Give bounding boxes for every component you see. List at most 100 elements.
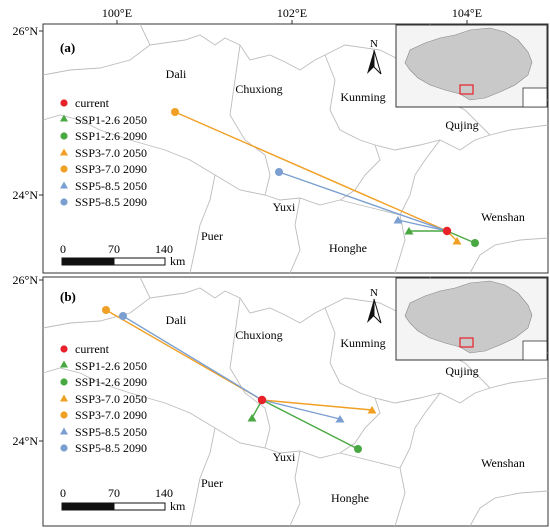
panel-a-ticks: [39, 20, 468, 196]
legend-b: current SSP1-2.6 2050 SSP1-2.6 2090 SSP3…: [60, 342, 147, 455]
scale-bar-b: 0 70 140 km: [60, 486, 186, 513]
legend-a-label-5: SSP5-8.5 2050: [75, 179, 147, 193]
legend-a-marker-2: [60, 132, 68, 140]
panel-b-ticks: [39, 279, 43, 442]
legend-b-marker-1: [60, 360, 68, 368]
legend-b-label-1: SSP1-2.6 2050: [75, 359, 147, 373]
region-label-chuxiong-a: Chuxiong: [235, 82, 282, 96]
svg-text:140: 140: [155, 486, 173, 500]
region-label-qujing-a: Qujing: [445, 118, 478, 132]
lon-label-104: 104°E: [452, 6, 482, 20]
legend-b-label-6: SSP5-8.5 2090: [75, 441, 147, 455]
point-b-ssp585-2050: [335, 415, 345, 423]
inset-map-a: [395, 24, 548, 108]
panel-b-shift-lines: [105, 309, 373, 450]
legend-b-marker-2: [60, 378, 68, 386]
point-b-ssp126-2050: [247, 414, 257, 422]
point-b-ssp126-2090: [354, 445, 362, 453]
lat-label-a-24: 24°N: [13, 188, 39, 202]
svg-text:N: N: [370, 287, 378, 299]
point-b-ssp370-2090: [102, 306, 110, 314]
north-arrow-icon-b: N: [367, 287, 382, 324]
panel-b-boundaries: [42, 276, 549, 527]
region-label-dali-a: Dali: [166, 67, 187, 81]
region-label-wenshan-b: Wenshan: [481, 456, 525, 470]
line-b-ssp585-2090: [122, 315, 263, 401]
legend-a-label-1: SSP1-2.6 2050: [75, 113, 147, 127]
panel-a-points: [171, 108, 479, 247]
north-arrow-icon-a: N: [367, 38, 382, 75]
panel-b-letter: (b): [60, 289, 76, 304]
legend-b-marker-5: [60, 427, 68, 435]
line-b-ssp126-2090: [261, 399, 359, 450]
line-a-ssp126-2090: [446, 230, 476, 244]
line-a-ssp585-2050: [397, 219, 448, 232]
point-a-ssp126-2050: [404, 227, 414, 235]
lat-label-a-26: 26°N: [13, 24, 39, 38]
legend-a-marker-6: [60, 198, 68, 206]
point-a-ssp585-2090: [275, 168, 283, 176]
legend-b-label-3: SSP3-7.0 2050: [75, 392, 147, 406]
region-label-dali-b: Dali: [166, 313, 187, 327]
panel-b: 26°N 24°N Dali Chuxiong Kunming Qujing: [13, 273, 549, 527]
legend-b-marker-0: [60, 345, 68, 353]
panel-a: 26°N 24°N Dali Chuxiong Kunming: [13, 20, 549, 274]
svg-text:70: 70: [108, 242, 120, 256]
svg-text:70: 70: [108, 486, 120, 500]
line-a-ssp370-2090: [174, 111, 448, 232]
lat-label-b-26: 26°N: [13, 273, 39, 287]
legend-b-marker-3: [60, 394, 68, 402]
legend-a-label-2: SSP1-2.6 2090: [75, 129, 147, 143]
scale-bar-a: 0 70 140 km: [60, 242, 186, 268]
legend-a-label-6: SSP5-8.5 2090: [75, 195, 147, 209]
point-b-ssp370-2050: [367, 406, 377, 414]
legend-b-label-5: SSP5-8.5 2050: [75, 425, 147, 439]
region-label-qujing-b: Qujing: [445, 364, 478, 378]
point-b-ssp585-2090: [119, 312, 127, 320]
panel-b-points: [102, 306, 377, 453]
point-a-ssp585-2050: [393, 216, 403, 224]
legend-a-marker-1: [60, 114, 68, 122]
panel-a-shift-lines: [174, 111, 476, 244]
svg-text:0: 0: [60, 486, 66, 500]
point-a-ssp370-2090: [171, 108, 179, 116]
legend-a-label-0: current: [75, 96, 110, 110]
legend-a-marker-4: [60, 165, 68, 173]
region-label-puer-b: Puer: [201, 476, 223, 490]
inset-map-b: [395, 277, 548, 361]
region-label-kunming-a: Kunming: [340, 90, 385, 104]
legend-b-marker-4: [60, 411, 68, 419]
legend-b-label-4: SSP3-7.0 2090: [75, 408, 147, 422]
point-a-ssp370-2050: [452, 237, 462, 245]
region-label-chuxiong-b: Chuxiong: [235, 328, 282, 342]
svg-text:140: 140: [155, 242, 173, 256]
lon-label-100: 100°E: [102, 6, 132, 20]
legend-a-marker-0: [60, 99, 68, 107]
lon-label-102: 102°E: [277, 6, 307, 20]
region-label-wenshan-a: Wenshan: [481, 210, 525, 224]
region-label-kunming-b: Kunming: [340, 336, 385, 350]
region-label-yuxi-a: Yuxi: [273, 200, 296, 214]
point-a-ssp126-2090: [471, 239, 479, 247]
panel-a-letter: (a): [60, 40, 75, 55]
region-label-yuxi-b: Yuxi: [273, 450, 296, 464]
legend-b-label-0: current: [75, 342, 110, 356]
line-a-ssp585-2090: [278, 171, 448, 232]
region-label-puer-a: Puer: [201, 229, 223, 243]
legend-a-label-4: SSP3-7.0 2090: [75, 162, 147, 176]
legend-a-label-3: SSP3-7.0 2050: [75, 146, 147, 160]
legend-a-marker-3: [60, 148, 68, 156]
legend-a: current SSP1-2.6 2050 SSP1-2.6 2090 SSP3…: [60, 96, 147, 209]
line-b-ssp585-2050: [261, 399, 341, 420]
svg-text:km: km: [170, 499, 186, 513]
point-a-current: [442, 226, 452, 236]
svg-text:N: N: [370, 38, 378, 50]
line-b-ssp370-2050: [261, 399, 373, 411]
region-label-honghe-a: Honghe: [329, 241, 367, 255]
svg-text:0: 0: [60, 242, 66, 256]
legend-b-label-2: SSP1-2.6 2090: [75, 375, 147, 389]
legend-a-marker-5: [60, 181, 68, 189]
region-label-honghe-b: Honghe: [331, 491, 369, 505]
legend-b-marker-6: [60, 444, 68, 452]
